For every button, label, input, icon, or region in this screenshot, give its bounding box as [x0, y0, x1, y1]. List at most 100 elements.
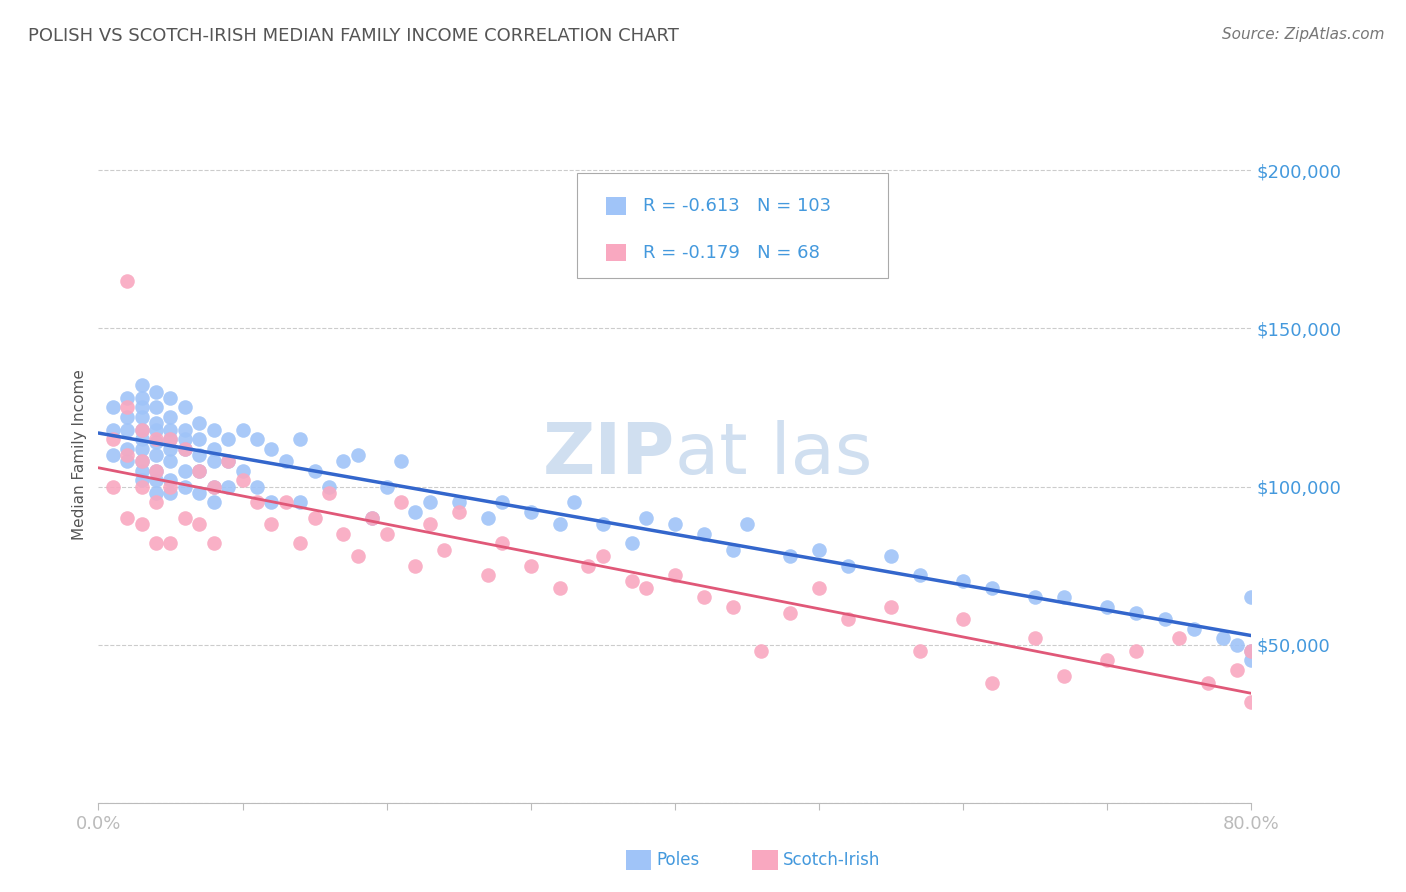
Point: [389, 495, 412, 509]
Point: [1240, 591, 1263, 605]
Text: Scotch-Irish: Scotch-Irish: [783, 851, 880, 869]
Point: [131, 479, 153, 493]
Point: [735, 517, 758, 532]
Point: [908, 568, 931, 582]
Point: [246, 479, 269, 493]
Point: [202, 442, 225, 456]
Point: [318, 486, 340, 500]
Point: [447, 505, 470, 519]
Point: [274, 495, 297, 509]
Bar: [606, 244, 626, 261]
Point: [664, 568, 686, 582]
Point: [145, 486, 167, 500]
Point: [117, 409, 138, 424]
Point: [188, 517, 211, 532]
Point: [837, 558, 859, 573]
Point: [117, 274, 138, 288]
Point: [1053, 591, 1076, 605]
Point: [117, 511, 138, 525]
Point: [131, 517, 153, 532]
Point: [145, 435, 167, 450]
Point: [117, 423, 138, 437]
Text: POLISH VS SCOTCH-IRISH MEDIAN FAMILY INCOME CORRELATION CHART: POLISH VS SCOTCH-IRISH MEDIAN FAMILY INC…: [28, 27, 679, 45]
Point: [188, 432, 211, 446]
Point: [202, 495, 225, 509]
Point: [101, 423, 124, 437]
Point: [477, 568, 499, 582]
Point: [304, 464, 326, 478]
Point: [620, 574, 643, 589]
Point: [145, 473, 167, 487]
Point: [346, 549, 368, 563]
Point: [721, 542, 744, 557]
Point: [145, 464, 167, 478]
Point: [231, 464, 254, 478]
Point: [1153, 612, 1175, 626]
Point: [592, 517, 614, 532]
Point: [433, 542, 456, 557]
Point: [131, 432, 153, 446]
Point: [693, 527, 716, 541]
Point: [159, 479, 181, 493]
Point: [1125, 606, 1147, 620]
Point: [131, 423, 153, 437]
Point: [101, 401, 124, 415]
Point: [159, 442, 181, 456]
Point: [807, 581, 830, 595]
Point: [1053, 669, 1076, 683]
Point: [389, 454, 412, 468]
Point: [188, 464, 211, 478]
Point: [188, 464, 211, 478]
Point: [1024, 591, 1046, 605]
Point: [361, 511, 384, 525]
Point: [174, 401, 197, 415]
Point: [548, 517, 571, 532]
Point: [202, 454, 225, 468]
Point: [419, 517, 441, 532]
Point: [375, 527, 398, 541]
Point: [231, 423, 254, 437]
Point: [520, 558, 543, 573]
Point: [837, 612, 859, 626]
Point: [290, 495, 312, 509]
Point: [260, 495, 283, 509]
Point: [636, 511, 658, 525]
Point: [664, 517, 686, 532]
Point: [188, 486, 211, 500]
Point: [131, 423, 153, 437]
Point: [145, 401, 167, 415]
Text: Poles: Poles: [657, 851, 700, 869]
Point: [405, 505, 427, 519]
Point: [159, 454, 181, 468]
Point: [231, 473, 254, 487]
Point: [159, 536, 181, 550]
Point: [174, 423, 197, 437]
Point: [880, 549, 903, 563]
Point: [145, 536, 167, 550]
Point: [117, 442, 138, 456]
Point: [131, 401, 153, 415]
Point: [145, 448, 167, 462]
Point: [174, 442, 197, 456]
Point: [636, 581, 658, 595]
Point: [131, 473, 153, 487]
Point: [188, 417, 211, 431]
Point: [751, 644, 773, 658]
Point: [246, 432, 269, 446]
Point: [693, 591, 716, 605]
Point: [375, 479, 398, 493]
Point: [159, 486, 181, 500]
Point: [548, 581, 571, 595]
Point: [117, 401, 138, 415]
Point: [159, 391, 181, 405]
Point: [101, 479, 124, 493]
Point: [361, 511, 384, 525]
Point: [117, 391, 138, 405]
Text: Source: ZipAtlas.com: Source: ZipAtlas.com: [1222, 27, 1385, 42]
Point: [1197, 675, 1219, 690]
Point: [1226, 663, 1249, 677]
Point: [246, 495, 269, 509]
Point: [332, 454, 354, 468]
Point: [1182, 622, 1205, 636]
Point: [721, 599, 744, 614]
